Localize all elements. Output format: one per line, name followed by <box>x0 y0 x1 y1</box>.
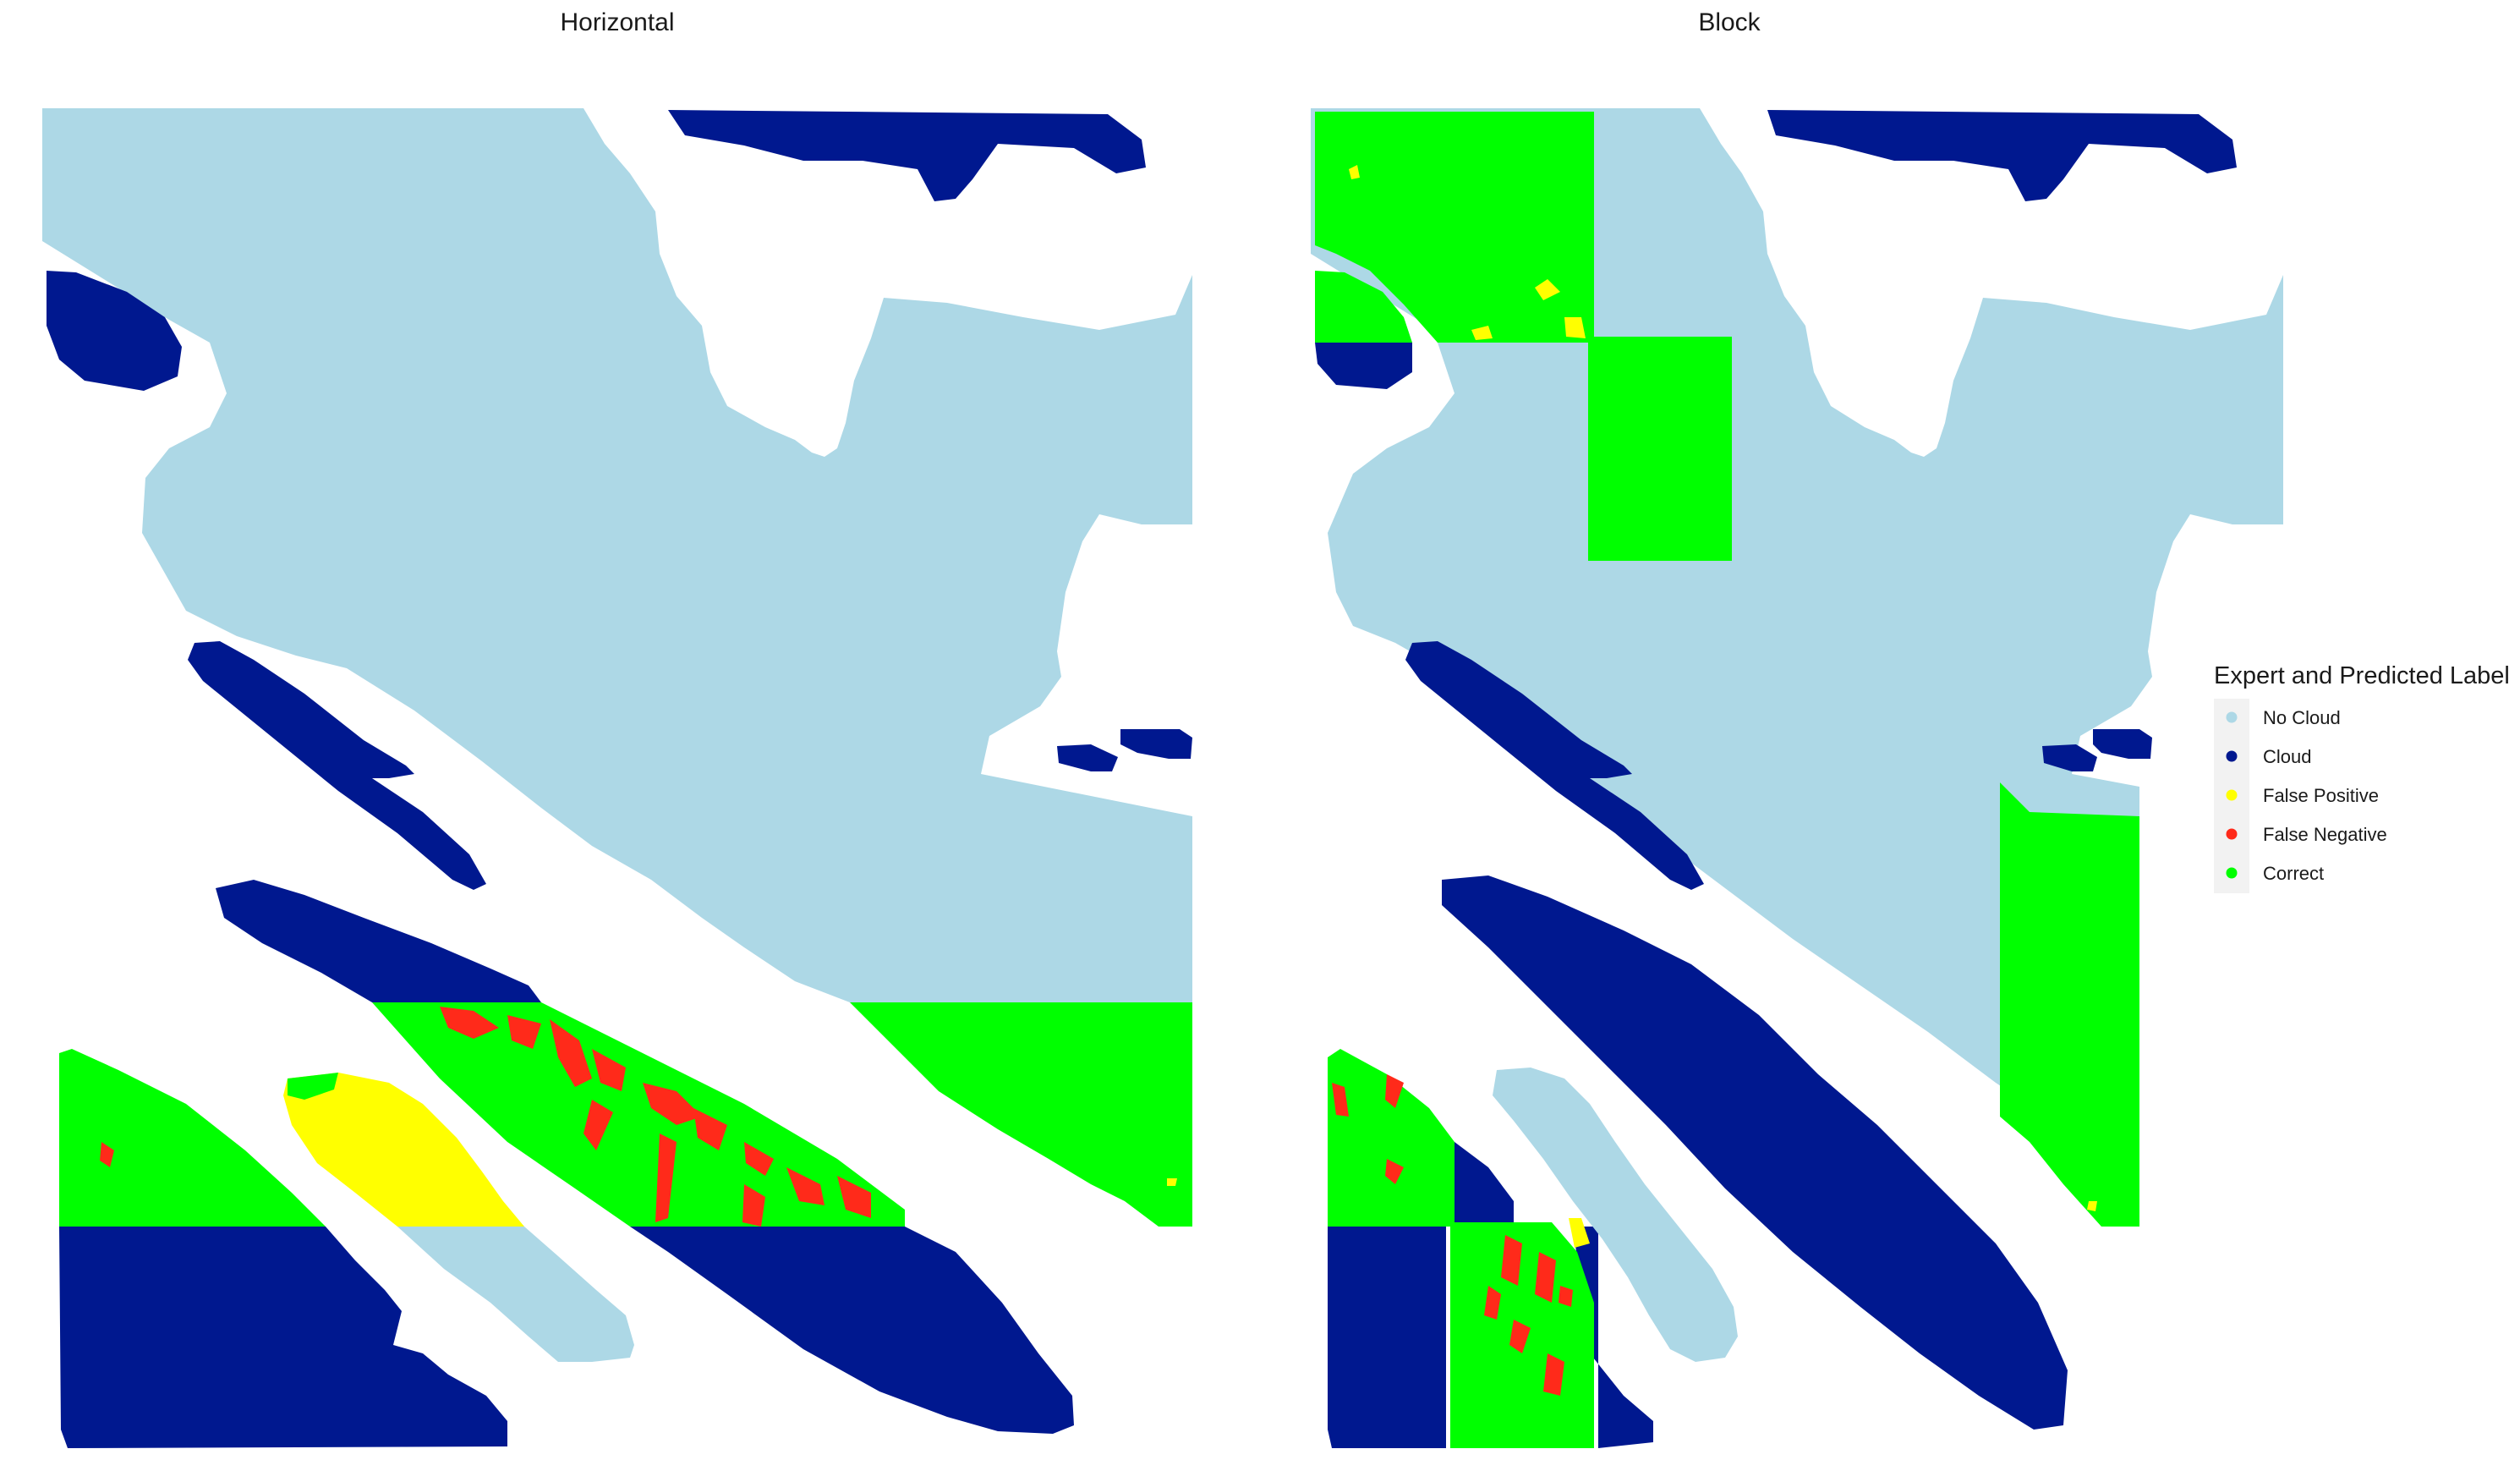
region-cloud-right-small-1-block <box>2042 744 2097 771</box>
false-negative-marks-block <box>1332 1074 1573 1396</box>
region-cloud-diagonal-upper <box>216 880 541 1002</box>
region-cloud-top-block <box>1767 110 2237 201</box>
region-correct-left-oval-top-block <box>1315 271 1412 343</box>
region-cloud-right-small-1 <box>1057 744 1118 771</box>
panel-horizontal: Horizontal <box>42 8 1192 1448</box>
region-cloud-under-green-block <box>1573 1227 1653 1448</box>
region-cloud-right-small-2 <box>1120 729 1192 759</box>
legend-label-no-cloud: No Cloud <box>2263 707 2341 728</box>
region-cloud-diagonal-mid-block <box>1405 641 1704 890</box>
region-false-positive <box>283 1073 524 1227</box>
region-cloud-left-oval-block <box>1315 343 1412 389</box>
panel-title-horizontal: Horizontal <box>560 8 674 36</box>
region-cloud-bottom-left-block <box>1328 1227 1446 1448</box>
region-correct-center-block <box>1588 337 1732 561</box>
legend-key-false-positive <box>2226 789 2238 801</box>
region-correct-left <box>59 1049 326 1227</box>
region-cloud-big-diagonal-block <box>1442 875 2068 1430</box>
legend-key-no-cloud <box>2226 711 2238 723</box>
region-cloud-bottom-left <box>59 1227 507 1448</box>
panel-block: Block <box>1167 8 2283 1448</box>
region-correct-right <box>850 1002 1192 1227</box>
legend-label-cloud: Cloud <box>2263 746 2311 767</box>
legend-key-false-negative <box>2226 828 2238 840</box>
region-cloud-diagonal-mid <box>188 641 486 890</box>
legend-key-correct <box>2226 867 2238 879</box>
region-correct-topleft-block <box>1315 112 1594 343</box>
region-correct-fp-edge <box>288 1073 338 1100</box>
region-correct-diagonal <box>372 1002 905 1227</box>
false-positive-marks-block <box>1167 165 2097 1248</box>
region-no-cloud-lower <box>397 1227 634 1362</box>
region-correct-right-block <box>2000 782 2139 1227</box>
legend-key-cloud <box>2226 750 2238 762</box>
region-cloud-left-oval <box>47 271 182 391</box>
legend-label-false-negative: False Negative <box>2263 824 2387 845</box>
false-negative-marks-horizontal <box>100 1007 871 1227</box>
region-cloud-diagonal-lower <box>630 1227 1074 1434</box>
region-cloud-top <box>668 110 1146 201</box>
legend-label-false-positive: False Positive <box>2263 785 2379 806</box>
region-cloud-right-small-2-block <box>2093 729 2152 759</box>
region-correct-bottomleft-block <box>1328 1049 1454 1227</box>
legend: Expert and Predicted Label No Cloud Clou… <box>2214 662 2510 893</box>
region-cloud-left-triangle-block <box>1454 1142 1514 1227</box>
panel-title-block: Block <box>1698 8 1761 36</box>
region-no-cloud-lower-block <box>1493 1068 1738 1362</box>
region-no-cloud-main <box>42 108 1192 1002</box>
legend-label-correct: Correct <box>2263 863 2324 884</box>
legend-title: Expert and Predicted Label <box>2214 662 2510 689</box>
